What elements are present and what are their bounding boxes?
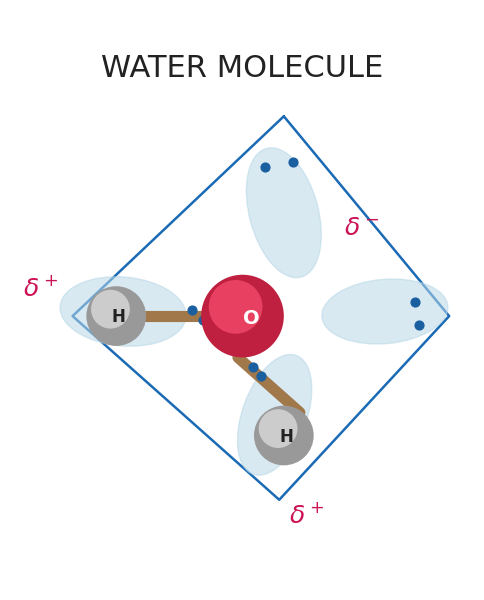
Text: $\delta^+$: $\delta^+$ bbox=[23, 276, 58, 301]
Circle shape bbox=[91, 290, 130, 329]
Ellipse shape bbox=[321, 279, 447, 344]
Text: $\delta^-$: $\delta^-$ bbox=[344, 217, 379, 241]
Point bbox=[410, 298, 418, 307]
Ellipse shape bbox=[60, 277, 186, 346]
Ellipse shape bbox=[246, 148, 320, 278]
Text: H: H bbox=[279, 428, 292, 446]
Point bbox=[188, 305, 196, 315]
Point bbox=[261, 162, 269, 172]
Circle shape bbox=[258, 409, 297, 448]
Point bbox=[257, 371, 264, 380]
Point bbox=[248, 362, 256, 371]
Circle shape bbox=[201, 275, 283, 358]
Circle shape bbox=[208, 280, 262, 334]
Circle shape bbox=[254, 406, 313, 466]
Circle shape bbox=[86, 286, 146, 346]
Text: O: O bbox=[243, 309, 259, 328]
Point bbox=[199, 315, 207, 325]
Point bbox=[415, 320, 423, 330]
Text: H: H bbox=[111, 308, 125, 326]
Text: WATER MOLECULE: WATER MOLECULE bbox=[101, 53, 383, 83]
Point bbox=[288, 157, 296, 167]
Text: $\delta^+$: $\delta^+$ bbox=[288, 503, 324, 529]
Ellipse shape bbox=[237, 355, 311, 475]
